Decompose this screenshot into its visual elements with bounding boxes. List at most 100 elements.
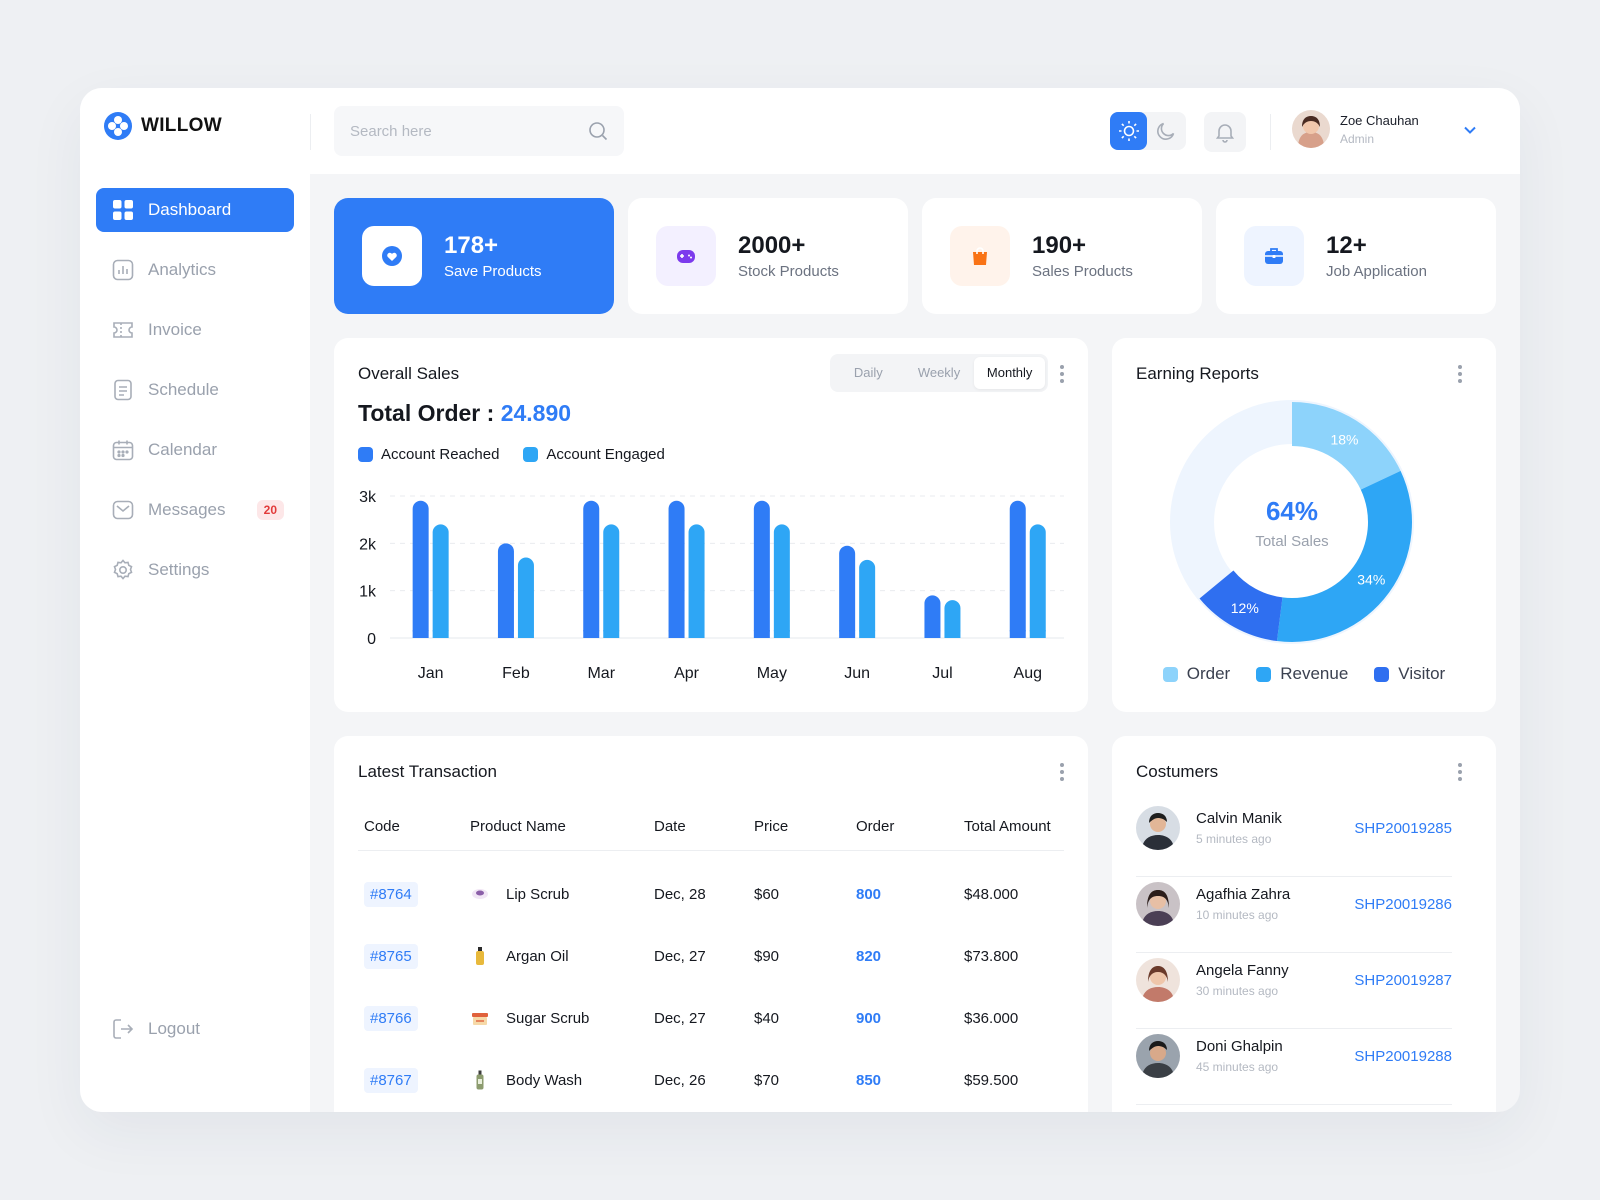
dark-mode-button[interactable] [1147, 112, 1185, 150]
tab-monthly[interactable]: Monthly [974, 357, 1046, 389]
bar-may-reached[interactable] [753, 500, 770, 638]
donut-slice-order[interactable] [1292, 402, 1401, 490]
row-product: Sugar Scrub [506, 1010, 590, 1027]
theme-toggle[interactable] [1110, 112, 1186, 150]
legend-item-order[interactable]: Order [1162, 664, 1230, 684]
sidebar-item-settings[interactable]: Settings [96, 548, 294, 592]
chevron-down-icon[interactable] [1462, 122, 1478, 138]
stat-card-sales-products[interactable]: 190+ Sales Products [922, 198, 1202, 314]
table-row[interactable]: #8765 Argan Oil Dec, 27 $90 820 $73.800 [334, 938, 1088, 978]
notifications-button[interactable] [1204, 112, 1246, 152]
donut-slice-visitor[interactable] [1199, 570, 1283, 642]
customer-order-id[interactable]: SHP20019286 [1354, 896, 1452, 913]
sidebar-item-schedule[interactable]: Schedule [96, 368, 294, 412]
search-input[interactable] [350, 122, 580, 140]
legend-label: Account Reached [381, 446, 500, 463]
x-tick-label: Jul [932, 665, 952, 682]
messages-count-badge: 20 [256, 500, 284, 520]
avatar [1136, 806, 1180, 850]
more-options-icon[interactable] [1060, 365, 1064, 383]
legend-item-visitor[interactable]: Visitor [1374, 664, 1445, 684]
bar-jan-reached[interactable] [412, 500, 429, 638]
bar-base [668, 630, 685, 638]
donut-slice-revenue[interactable] [1276, 470, 1412, 642]
bar-aug-engaged[interactable] [1029, 524, 1046, 638]
bar-base [859, 630, 876, 638]
list-item[interactable]: Calvin Manik 5 minutes ago SHP20019285 [1136, 802, 1452, 877]
sidebar-item-analytics[interactable]: Analytics [96, 248, 294, 292]
customer-order-id[interactable]: SHP20019287 [1354, 972, 1452, 989]
bar-jul-reached[interactable] [924, 595, 941, 638]
column-header-code[interactable]: Code [364, 818, 400, 835]
bar-base [753, 630, 770, 638]
row-code[interactable]: #8767 [364, 1068, 418, 1093]
customer-order-id[interactable]: SHP20019288 [1354, 1048, 1452, 1065]
more-options-icon[interactable] [1458, 763, 1462, 781]
stat-label: Job Application [1326, 263, 1427, 280]
stat-label: Sales Products [1032, 263, 1133, 280]
sidebar-item-calendar[interactable]: Calendar [96, 428, 294, 472]
legend-item[interactable]: Account Reached [358, 446, 499, 463]
sidebar-item-dashboard[interactable]: Dashboard [96, 188, 294, 232]
dashboard-icon [113, 200, 133, 220]
column-header-date[interactable]: Date [654, 818, 686, 835]
sidebar-item-messages[interactable]: Messages 20 [96, 488, 294, 532]
list-item[interactable]: Angela Fanny 30 minutes ago SHP20019287 [1136, 954, 1452, 1029]
more-options-icon[interactable] [1060, 763, 1064, 781]
bar-base [432, 630, 449, 638]
tab-weekly[interactable]: Weekly [917, 365, 961, 380]
row-product: Lip Scrub [506, 886, 570, 903]
bar-mar-engaged[interactable] [603, 524, 620, 638]
bar-mar-reached[interactable] [583, 500, 600, 638]
x-tick-label: Apr [674, 665, 700, 682]
legend-label: Revenue [1280, 664, 1349, 683]
logout-button[interactable]: Logout [112, 1018, 200, 1040]
bar-jan-engaged[interactable] [432, 524, 449, 638]
bar-jun-engaged[interactable] [859, 559, 876, 638]
search-bar[interactable] [334, 106, 624, 156]
stat-card-job-application[interactable]: 12+ Job Application [1216, 198, 1496, 314]
row-code[interactable]: #8765 [364, 944, 418, 969]
x-tick-label: May [757, 665, 787, 682]
light-mode-button[interactable] [1110, 112, 1147, 150]
column-header-order[interactable]: Order [856, 818, 895, 835]
row-date: Dec, 27 [654, 1010, 706, 1027]
heart-icon [362, 226, 422, 286]
schedule-icon [114, 379, 132, 401]
customer-order-id[interactable]: SHP20019285 [1354, 820, 1452, 837]
stat-card-save-products[interactable]: 178+ Save Products [334, 198, 614, 314]
legend-item-revenue[interactable]: Revenue [1256, 664, 1348, 684]
bar-may-engaged[interactable] [773, 524, 790, 638]
avatar [1136, 1034, 1180, 1078]
legend-label: Visitor [1398, 664, 1446, 683]
row-code[interactable]: #8766 [364, 1006, 418, 1031]
bar-jul-engaged[interactable] [944, 600, 961, 638]
column-header-product[interactable]: Product Name [470, 818, 566, 835]
latest-transaction-panel: Latest Transaction Code Product Name Dat… [334, 736, 1088, 1112]
table-row[interactable]: #8766 Sugar Scrub Dec, 27 $40 900 $36.00… [334, 1000, 1088, 1040]
bar-feb-reached[interactable] [497, 543, 514, 638]
search-icon[interactable] [588, 121, 608, 141]
bar-aug-reached[interactable] [1009, 500, 1026, 638]
bar-feb-engaged[interactable] [517, 557, 534, 638]
table-row[interactable]: #8767 Body Wash Dec, 26 $70 850 $59.500 [334, 1062, 1088, 1102]
row-total: $36.000 [964, 1010, 1019, 1027]
row-code[interactable]: #8764 [364, 882, 418, 907]
bar-jun-reached[interactable] [839, 545, 856, 638]
argan-oil-icon [476, 947, 484, 965]
legend-item[interactable]: Account Engaged [523, 446, 665, 463]
stat-card-stock-products[interactable]: 2000+ Stock Products [628, 198, 908, 314]
sidebar-item-invoice[interactable]: Invoice [96, 308, 294, 352]
more-options-icon[interactable] [1458, 365, 1462, 383]
column-header-total[interactable]: Total Amount [964, 818, 1051, 835]
list-item[interactable]: Doni Ghalpin 45 minutes ago SHP20019288 [1136, 1030, 1452, 1105]
tab-daily[interactable]: Daily [853, 365, 883, 380]
user-menu[interactable]: Zoe Chauhan Admin [1292, 110, 1419, 148]
bar-base [839, 630, 856, 638]
brand-logo[interactable]: WILLOW [104, 112, 222, 140]
table-row[interactable]: #8764 Lip Scrub Dec, 28 $60 800 $48.000 [334, 876, 1088, 916]
list-item[interactable]: Agafhia Zahra 10 minutes ago SHP20019286 [1136, 878, 1452, 953]
bar-apr-engaged[interactable] [688, 524, 705, 638]
bar-apr-reached[interactable] [668, 500, 685, 638]
column-header-price[interactable]: Price [754, 818, 789, 835]
